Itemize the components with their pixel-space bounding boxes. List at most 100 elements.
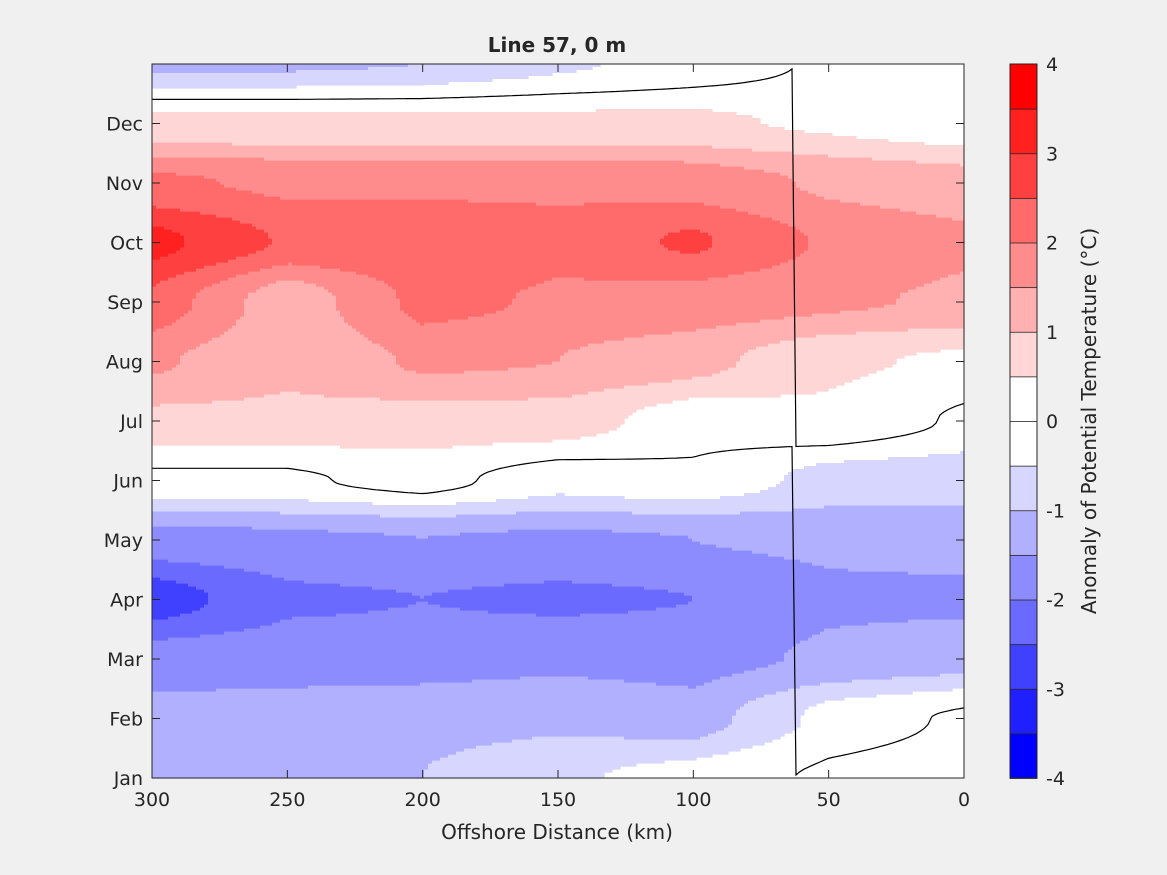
contour-cell	[740, 673, 745, 707]
contour-cell	[348, 685, 353, 779]
contour-cell	[652, 382, 657, 407]
contour-cell	[380, 532, 385, 590]
contour-cell	[856, 331, 861, 380]
contour-cell	[800, 508, 805, 563]
contour-cell	[384, 610, 389, 686]
contour-cell	[940, 163, 945, 218]
contour-cell	[916, 142, 921, 164]
contour-cell	[196, 637, 201, 692]
contour-cell	[192, 499, 197, 512]
contour-cell	[564, 352, 569, 398]
contour-cell	[612, 496, 617, 512]
contour-cell	[340, 613, 345, 686]
contour-cell	[484, 502, 489, 515]
contour-cell	[704, 250, 709, 281]
contour-cell	[476, 745, 481, 779]
contour-cell	[908, 676, 913, 695]
contour-cell	[188, 526, 193, 563]
contour-cell	[292, 73, 297, 89]
contour-cell	[588, 529, 593, 584]
contour-cell	[480, 370, 485, 401]
contour-cell	[204, 214, 209, 266]
contour-cell	[896, 331, 901, 359]
contour-cell	[384, 145, 389, 161]
contour-cell	[156, 691, 161, 779]
contour-cell	[296, 514, 301, 530]
contour-cell	[660, 160, 665, 203]
contour-cell	[552, 361, 557, 398]
contour-cell	[824, 313, 829, 335]
contour-cell	[260, 112, 265, 146]
contour-cell	[248, 73, 253, 89]
contour-cell	[724, 112, 729, 149]
contour-cell	[568, 397, 573, 440]
contour-cell	[900, 331, 905, 359]
contour-cell	[488, 745, 493, 779]
contour-cell	[876, 331, 881, 371]
contour-cell	[204, 604, 209, 635]
contour-cell	[192, 112, 197, 143]
contour-cell	[804, 508, 809, 563]
contour-cell	[908, 457, 913, 506]
contour-cell	[712, 514, 717, 545]
contour-cell	[172, 580, 177, 617]
contour-cell	[712, 328, 717, 374]
contour-cell	[200, 142, 205, 158]
contour-cell	[516, 145, 521, 161]
contour-cell	[632, 337, 637, 386]
contour-cell	[540, 112, 545, 146]
contour-cell	[836, 682, 841, 701]
contour-cell	[232, 568, 237, 632]
contour-cell	[912, 142, 917, 161]
contour-cell	[844, 625, 849, 683]
contour-cell	[384, 64, 389, 67]
contour-cell	[956, 220, 961, 275]
contour-cell	[260, 625, 265, 689]
contour-cell	[672, 607, 677, 686]
contour-cell	[216, 112, 221, 143]
contour-cell	[360, 514, 365, 533]
contour-cell	[280, 199, 285, 266]
contour-cell	[204, 499, 209, 512]
contour-cell	[556, 160, 561, 206]
contour-cell	[644, 280, 649, 335]
contour-cell	[220, 73, 225, 89]
contour-cell	[912, 619, 917, 677]
contour-cell	[468, 370, 473, 401]
contour-cell	[724, 727, 729, 755]
contour-cell	[772, 487, 777, 512]
contour-cell	[344, 160, 349, 200]
contour-cell	[276, 688, 281, 779]
contour-cell	[776, 127, 781, 152]
contour-cell	[908, 619, 913, 677]
contour-cell	[692, 514, 697, 542]
contour-cell	[484, 745, 489, 779]
contour-cell	[732, 148, 737, 167]
contour-cell	[776, 172, 781, 221]
contour-cell	[808, 154, 813, 194]
contour-cell	[268, 394, 273, 446]
contour-cell	[548, 529, 553, 581]
contour-cell	[372, 685, 377, 779]
contour-cell	[408, 370, 413, 401]
contour-cell	[228, 688, 233, 779]
contour-cell	[712, 499, 717, 515]
contour-cell	[948, 328, 953, 350]
contour-cell	[176, 526, 181, 563]
contour-cell	[920, 505, 925, 575]
contour-cell	[352, 586, 357, 614]
contour-cell	[424, 601, 429, 683]
contour-cell	[176, 112, 181, 143]
contour-cell	[316, 199, 321, 266]
contour-cell	[780, 691, 785, 737]
contour-cell	[520, 529, 525, 584]
contour-cell	[880, 571, 885, 623]
contour-cell	[496, 64, 501, 79]
contour-cell	[724, 370, 729, 398]
contour-cell	[428, 373, 433, 401]
contour-cell	[944, 217, 949, 278]
contour-cell	[736, 322, 741, 362]
contour-cell	[560, 64, 565, 73]
contour-cell	[536, 205, 541, 284]
